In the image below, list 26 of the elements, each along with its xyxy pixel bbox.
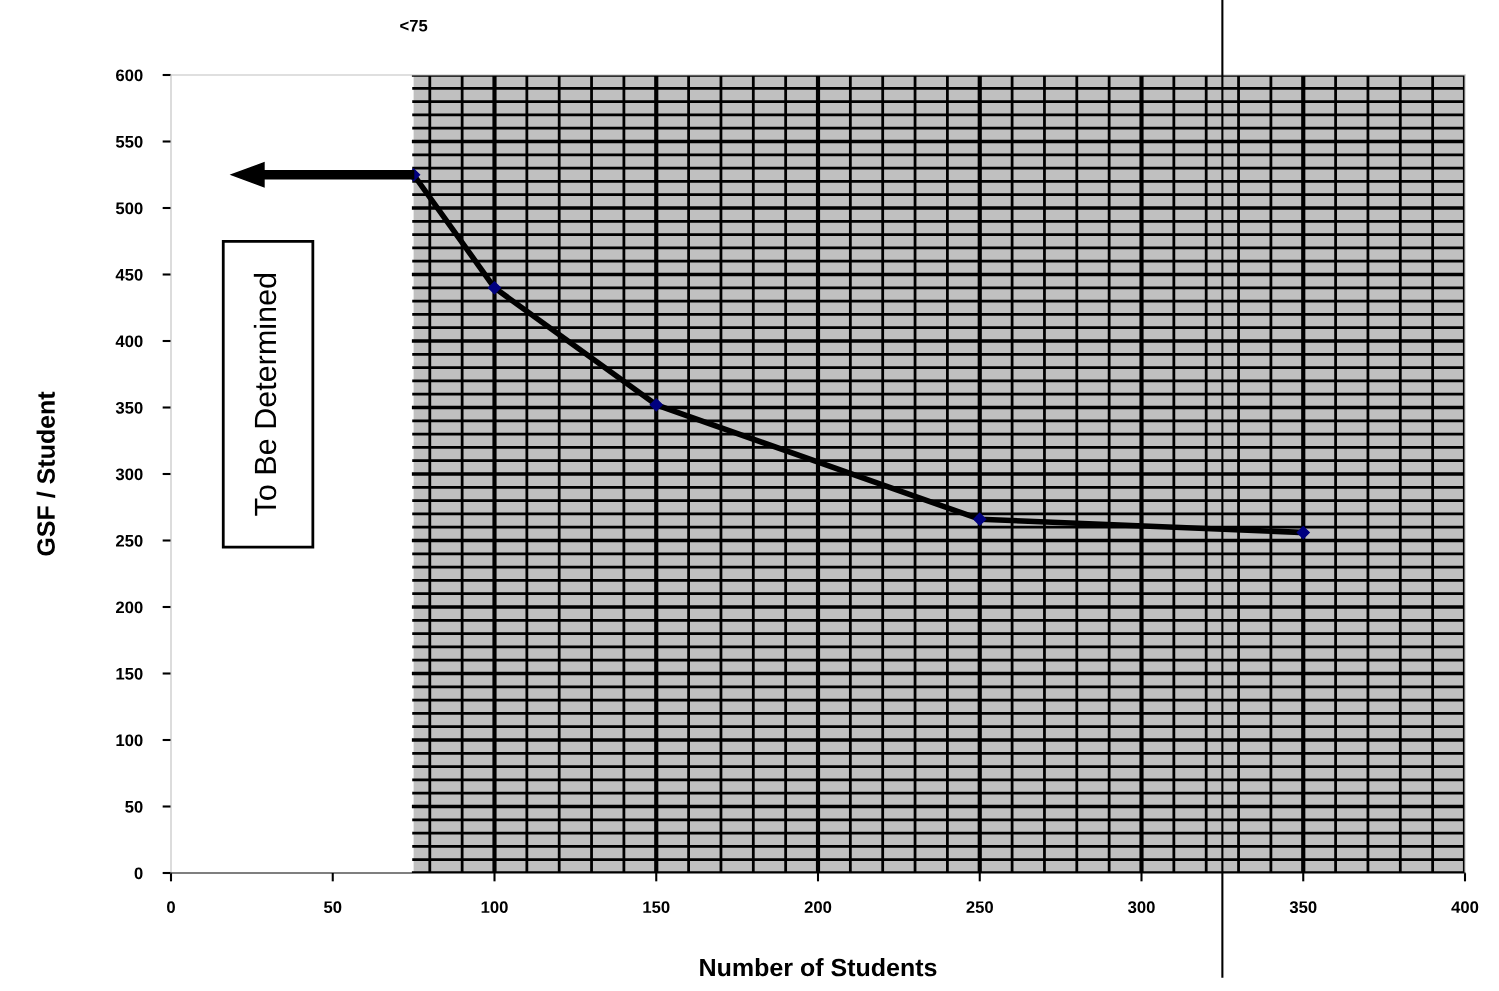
x-tick-label: 400 <box>1451 901 1479 914</box>
x-tick-label: 350 <box>1289 901 1317 914</box>
x-axis-title: Number of Students <box>700 957 937 977</box>
y-tick-label: 150 <box>116 667 143 680</box>
y-axis-title: GSF / Student <box>36 391 56 556</box>
x-tick-label: 50 <box>323 901 342 914</box>
y-tick-label: 400 <box>115 335 143 348</box>
y-tick-label: 350 <box>115 401 143 414</box>
y-tick-label: 550 <box>115 135 143 148</box>
x-tick-label: 150 <box>643 901 670 914</box>
y-tick-label: 100 <box>116 734 143 747</box>
y-tick-label: 500 <box>115 202 143 215</box>
x-tick-label: 300 <box>1127 901 1155 914</box>
x-tick-label: 250 <box>966 901 993 914</box>
y-tick-label: 50 <box>125 800 143 813</box>
y-tick-label: 0 <box>134 867 143 880</box>
text: <75 <box>400 19 428 32</box>
y-tick-label: 200 <box>116 601 143 614</box>
y-tick-label: 450 <box>115 268 143 281</box>
x-tick-label: 200 <box>804 901 832 914</box>
x-tick-label: 100 <box>481 901 508 914</box>
y-tick-label: 300 <box>115 468 143 481</box>
y-tick-label: 600 <box>116 69 143 82</box>
y-tick-label: 250 <box>116 534 143 547</box>
annotation: To Be Determined <box>253 273 277 516</box>
x-tick-label: 0 <box>167 901 175 914</box>
